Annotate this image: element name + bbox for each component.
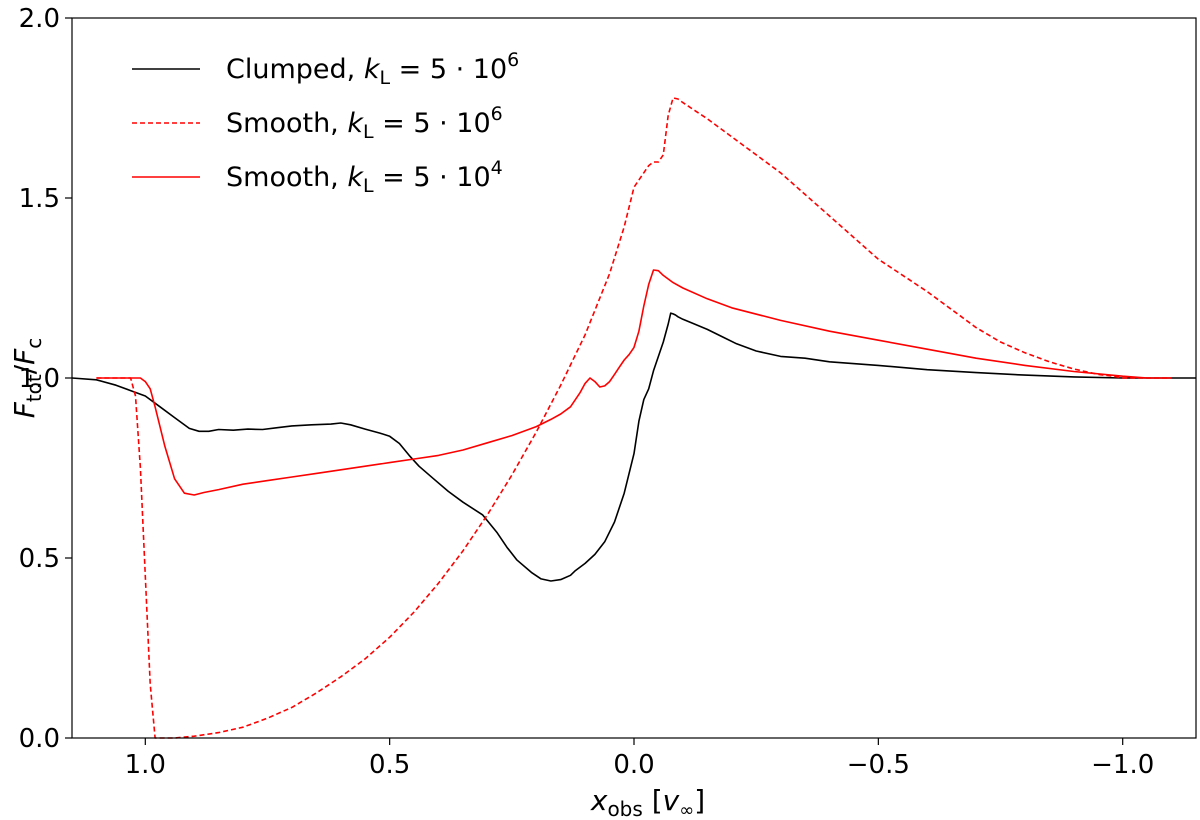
y-axis-label: Ftot/Fc (8, 338, 46, 419)
series-line-2 (96, 269, 1172, 496)
legend-entry-clumped: Clumped, kL = 5 · 106 (132, 49, 519, 89)
series-line-0 (71, 312, 1196, 582)
x-tick-label-0: 1.0 (125, 750, 166, 780)
x-axis-label: xobs [v∞] (590, 784, 705, 820)
ticks-layer: 1.0 0.5 0.0 −0.5 −1.0 0.0 0.5 1.0 1.5 2.0 (19, 4, 1155, 780)
legend-entry-smooth-1e4: Smooth, kL = 5 · 104 (132, 157, 503, 197)
y-tick-label-4: 2.0 (19, 4, 60, 34)
x-tick-label-2: 0.0 (613, 750, 654, 780)
legend-entry-smooth-1e6: Smooth, kL = 5 · 106 (132, 103, 503, 143)
x-tick-label-3: −0.5 (847, 750, 910, 780)
y-tick-label-1: 0.5 (19, 544, 60, 574)
x-tick-label-4: −1.0 (1091, 750, 1154, 780)
legend-label-smooth-1e4: Smooth, kL = 5 · 104 (226, 157, 503, 197)
legend-label-clumped: Clumped, kL = 5 · 106 (226, 49, 519, 89)
legend: Clumped, kL = 5 · 106 Smooth, kL = 5 · 1… (132, 49, 519, 197)
y-tick-label-2: 1.0 (19, 364, 60, 394)
y-tick-label-0: 0.0 (19, 724, 60, 754)
legend-label-smooth-1e6: Smooth, kL = 5 · 106 (226, 103, 503, 143)
series-layer (71, 97, 1196, 739)
series-line-1 (96, 97, 1172, 739)
x-tick-label-1: 0.5 (369, 750, 410, 780)
y-tick-label-3: 1.5 (19, 184, 60, 214)
